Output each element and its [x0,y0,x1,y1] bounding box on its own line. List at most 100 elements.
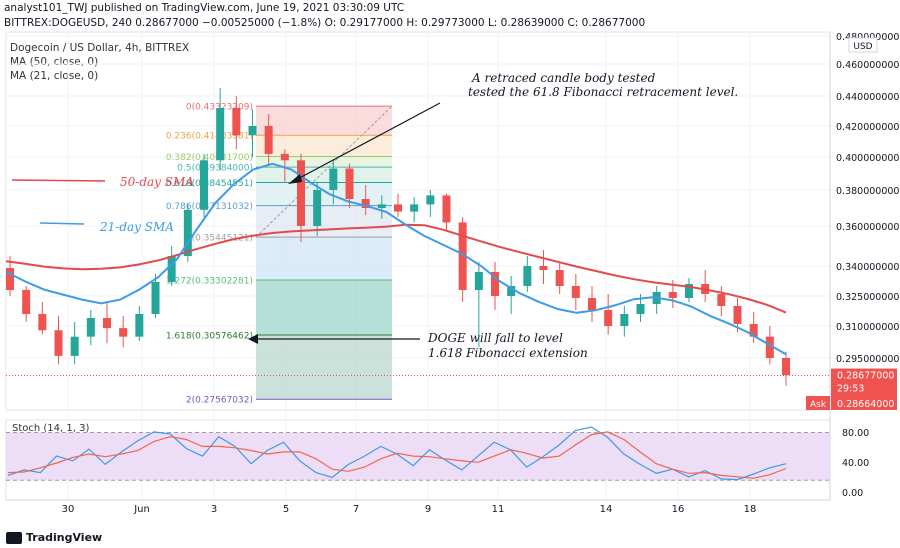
candle-body [474,272,483,290]
ma-lines [5,162,787,356]
fib-level-label: 0.5(0.39384000) [177,164,253,174]
time-tick-label: 5 [283,504,289,515]
fib-level-label: 0.786(0.37131032) [166,202,253,212]
countdown-text: 29:53 [837,384,864,395]
price-axis[interactable]: 0.4800000000.4600000000.4400000000.42000… [6,32,899,500]
price-tick-label: 0.380000000 [836,186,899,197]
candle-body [329,168,338,190]
fibonacci-zones [255,105,393,400]
candle-body [216,108,225,161]
fib-level-label: 2(0.27567032) [186,396,253,406]
fib-zone [256,167,392,183]
note-bottom-line2: 1.618 Fibonacci extension [428,346,588,360]
candle-body [22,290,31,314]
candle-body [86,318,95,337]
fib-zone [256,182,392,206]
candle-body [523,266,532,286]
time-tick-label: 7 [353,504,359,515]
last-price-badge [831,368,897,397]
ask-price-badge [831,396,897,410]
stoch-tick-label: 40.00 [842,458,869,469]
candle-body [361,199,370,208]
candle-body [571,286,580,298]
time-tick-label: 30 [62,504,75,515]
time-tick-label: 9 [425,504,431,515]
last-price-text: 0.28677000 [837,371,894,382]
candle-body [765,336,774,358]
candle-body [54,330,63,356]
fib-level-label: 1.272(0.33302281) [166,276,253,286]
sma50-label-line [11,179,106,182]
candle-body [135,314,144,337]
ma21-line [5,162,787,356]
candles [6,88,790,386]
candle-body [555,270,564,286]
candle-body [297,160,305,226]
stoch-tick-label: 0.00 [842,488,863,499]
candle-body [620,314,629,326]
note-bottom-arrowhead [248,334,258,344]
note-top-line1: A retraced candle body tested [471,71,656,85]
fib-level-label: 1(0.35445121) [186,234,253,244]
candle-body [733,306,742,324]
stoch-d-line [7,431,787,479]
candle-body [70,336,79,356]
candle-body [103,318,111,329]
sma21-label-line [39,222,85,225]
fibonacci-labels: 0(0.43323209) 0.236(0.41403981) 0.382(0.40… [166,103,392,406]
tradingview-logo[interactable]: TradingView [6,531,102,544]
candle-body [183,209,192,256]
time-tick-label: Jun [133,504,150,515]
candle-body [588,298,596,310]
stoch-k-line [7,426,787,481]
fib-level-label: 0.236(0.41403981) [166,132,253,142]
candle-body [248,126,257,136]
stoch-tick-label: 80.00 [842,428,869,439]
note-bottom-line1: DOGE will fall to level [427,331,563,345]
fib-zone [256,335,392,400]
candle-body [200,160,208,210]
ma50-legend[interactable]: MA (50, close, 0) [10,56,99,68]
currency-label: USD [853,42,872,52]
candle-body [539,266,548,270]
time-tick-label: 3 [211,504,217,515]
candle-body [442,195,451,223]
price-tick-label: 0.420000000 [836,122,899,133]
candle-body [313,190,322,226]
fib-zone [256,279,392,336]
fib-zone [256,106,392,136]
time-tick-label: 11 [492,504,505,515]
ma21-legend[interactable]: MA (21, close, 0) [10,70,99,82]
price-tick-label: 0.340000000 [836,262,899,273]
chart-title: Dogecoin / US Dollar, 4h, BITTREX [10,42,190,54]
candle-body [38,314,47,331]
candle-body [685,284,693,298]
price-tick-label: 0.295000000 [836,354,899,365]
currency-box [848,37,878,53]
ask-label: Ask [810,400,827,410]
price-tick-label: 0.400000000 [836,153,899,164]
tradingview-logo-icon [6,531,22,544]
candle-body [119,328,128,337]
candle-body [280,153,289,161]
price-tick-label: 0.440000000 [836,92,899,103]
time-axis[interactable]: 30 Jun 3 5 7 9 11 14 16 18 [6,499,830,515]
stoch-label: Stoch (14, 1, 3) [12,423,89,434]
candle-body [232,108,241,136]
symbol-ohlc: BITTREX:DOGEUSD, 240 0.28677000 −0.00525… [4,17,646,29]
grid [5,31,831,501]
sma21-label: 21-day SMA [99,220,174,234]
candle-body [151,282,160,314]
time-tick-label: 14 [600,504,613,515]
fib-zone [256,237,392,280]
candle-body [491,272,499,296]
candle-body [167,256,176,282]
fib-level-label: 1.618(0.30576462) [166,332,253,342]
time-tick-label: 18 [744,504,757,515]
ask-price-text: 0.28664000 [837,399,894,410]
candle-body [6,268,14,290]
price-tick-label: 0.360000000 [836,222,899,233]
fib-zone [256,135,392,157]
stoch-panel: Stoch (14, 1, 3) 80.00 40.00 0.00 [6,423,869,499]
